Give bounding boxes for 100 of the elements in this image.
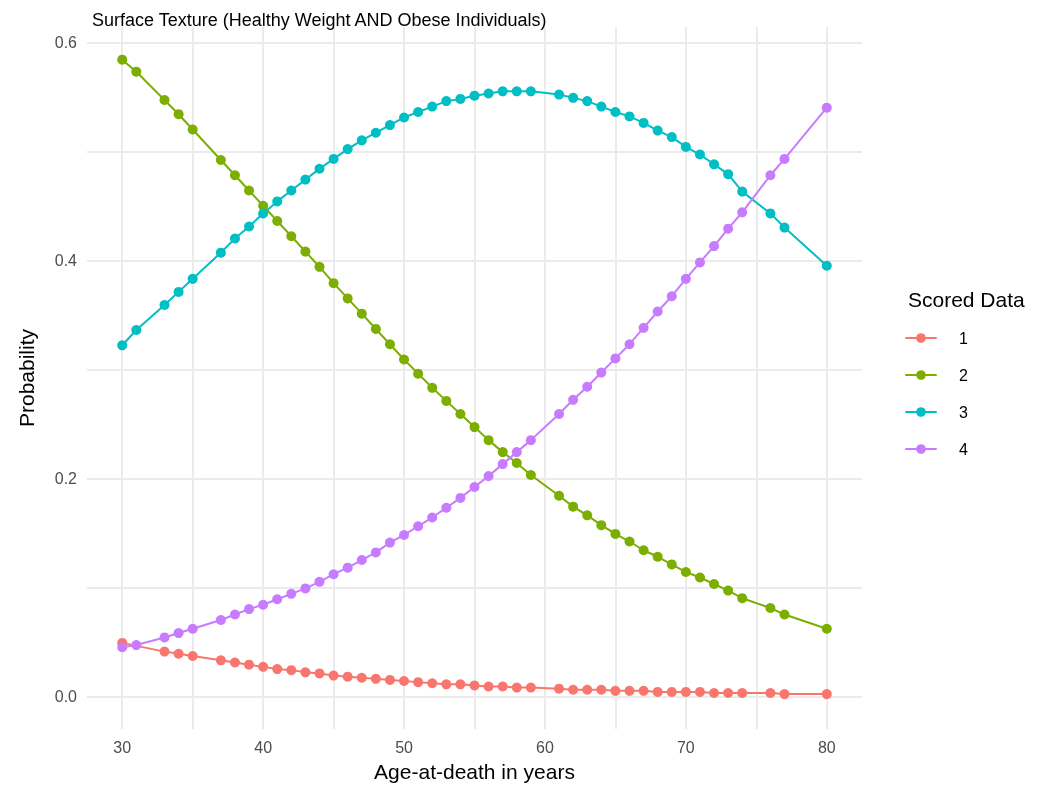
point [765, 603, 776, 613]
point [779, 609, 790, 620]
point [258, 599, 269, 610]
point [187, 124, 198, 135]
point [272, 594, 283, 605]
point [131, 325, 142, 336]
point [384, 674, 395, 685]
x-tick-label: 40 [254, 738, 273, 756]
point [779, 222, 790, 233]
point [229, 609, 240, 620]
point [554, 89, 565, 100]
point [244, 221, 255, 232]
point [427, 512, 438, 523]
point [624, 536, 635, 547]
point [314, 668, 325, 679]
point [342, 671, 353, 682]
point [525, 435, 536, 446]
point [694, 572, 705, 583]
point [131, 640, 142, 651]
point [469, 422, 480, 433]
point [427, 678, 438, 689]
point [328, 670, 339, 681]
y-axis-title: Probability [15, 328, 38, 428]
point [159, 95, 170, 106]
point [441, 395, 452, 406]
point [737, 593, 748, 604]
point [596, 684, 607, 695]
point [244, 185, 255, 196]
point [300, 246, 311, 257]
point [497, 681, 508, 692]
x-tick-label: 60 [536, 738, 554, 756]
point [173, 648, 184, 659]
point [779, 689, 790, 700]
point [568, 684, 579, 695]
point [525, 470, 536, 481]
legend-title: Scored Data [908, 288, 1026, 311]
point [610, 353, 621, 364]
point [244, 659, 255, 670]
point [187, 650, 198, 661]
point [821, 260, 832, 271]
point [568, 501, 579, 512]
point [413, 107, 424, 118]
point [483, 435, 494, 446]
point [596, 367, 607, 378]
point [483, 471, 494, 482]
point [399, 354, 410, 365]
x-tick-label: 70 [676, 738, 695, 756]
point [469, 680, 480, 691]
point [427, 382, 438, 393]
point [413, 677, 424, 688]
point [300, 583, 311, 594]
point [131, 66, 142, 77]
point [399, 529, 410, 540]
point [723, 223, 734, 234]
point [779, 153, 790, 164]
point [652, 306, 663, 317]
point [356, 555, 367, 566]
point [483, 681, 494, 692]
point [384, 120, 395, 131]
point [286, 185, 297, 196]
point [737, 207, 748, 218]
point [582, 684, 593, 695]
point [610, 107, 621, 118]
x-tick-label: 80 [817, 738, 836, 756]
point [666, 291, 677, 302]
point [159, 299, 170, 310]
point [821, 623, 832, 634]
point [511, 458, 522, 469]
y-tick-label: 0.4 [54, 251, 78, 269]
point [666, 132, 677, 143]
point [370, 547, 381, 558]
point [117, 340, 128, 351]
y-tick-label: 0.6 [54, 33, 78, 51]
point [723, 688, 734, 699]
point [384, 339, 395, 350]
point [215, 615, 226, 625]
point [356, 308, 367, 319]
point [554, 408, 565, 419]
point [497, 447, 508, 458]
point [694, 257, 705, 268]
point [286, 665, 297, 676]
point [370, 127, 381, 138]
point [300, 174, 311, 185]
point [159, 632, 170, 643]
point [694, 686, 705, 697]
point [638, 545, 649, 556]
point [117, 642, 128, 653]
point [666, 686, 677, 697]
point [709, 688, 720, 699]
point [680, 567, 691, 578]
point [624, 685, 635, 696]
point [187, 623, 198, 634]
point [652, 125, 663, 136]
point [370, 323, 381, 334]
point [455, 679, 466, 690]
y-tick-label: 0.2 [54, 469, 78, 487]
point [441, 679, 452, 690]
point [286, 588, 297, 599]
point [737, 688, 748, 699]
legend-label: 1 [959, 329, 968, 347]
